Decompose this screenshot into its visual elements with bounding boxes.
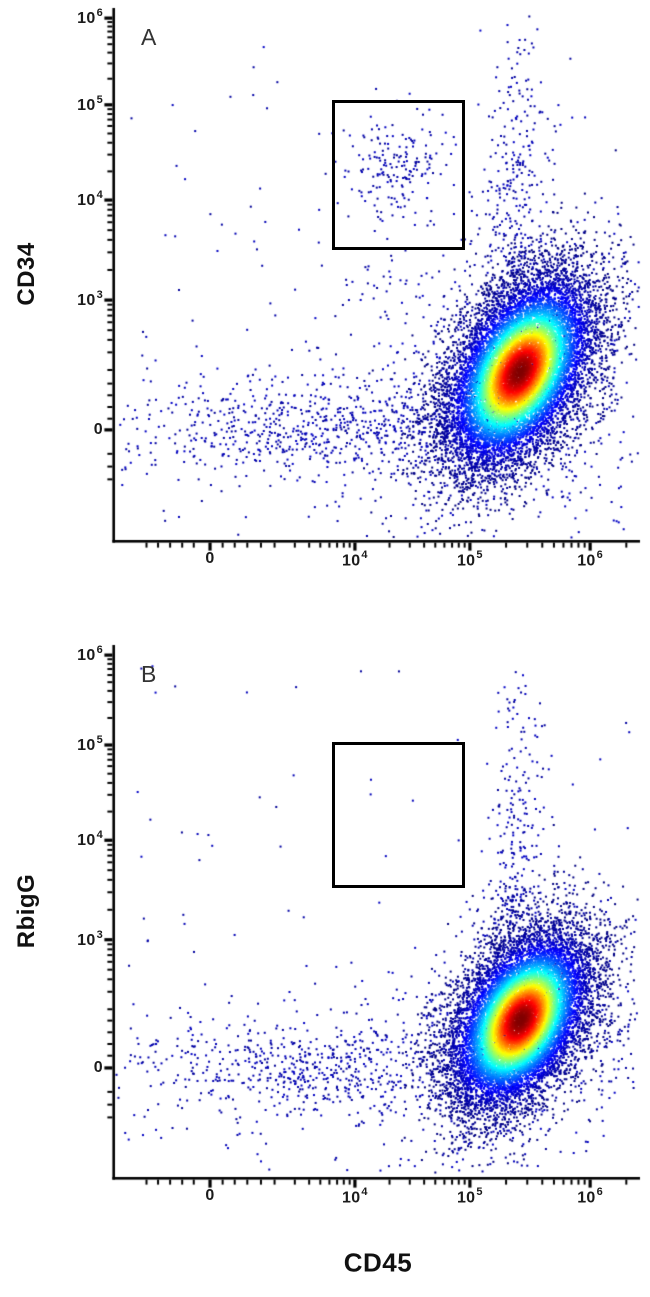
- panel-a: 0 104 105 106 106 105 104 103 0 A CD34: [0, 0, 650, 620]
- scatter-canvas-b: [0, 637, 650, 1257]
- plot-area-b: B: [115, 645, 640, 1177]
- gate-rectangle-b: [331, 741, 466, 889]
- panel-letter-a: A: [141, 24, 157, 50]
- scatter-canvas-a: [0, 0, 650, 620]
- gate-rectangle-a: [331, 100, 466, 251]
- plot-area-a: A: [115, 8, 640, 540]
- panel-letter-b: B: [141, 661, 157, 687]
- y-axis-title-cd34: CD34: [13, 242, 40, 306]
- y-axis-title-rbigg: RbigG: [13, 873, 40, 949]
- panel-b: 0 104 105 106 106 105 104 103 0 B RbigG: [0, 637, 650, 1257]
- x-axis-title-cd45: CD45: [343, 1247, 413, 1278]
